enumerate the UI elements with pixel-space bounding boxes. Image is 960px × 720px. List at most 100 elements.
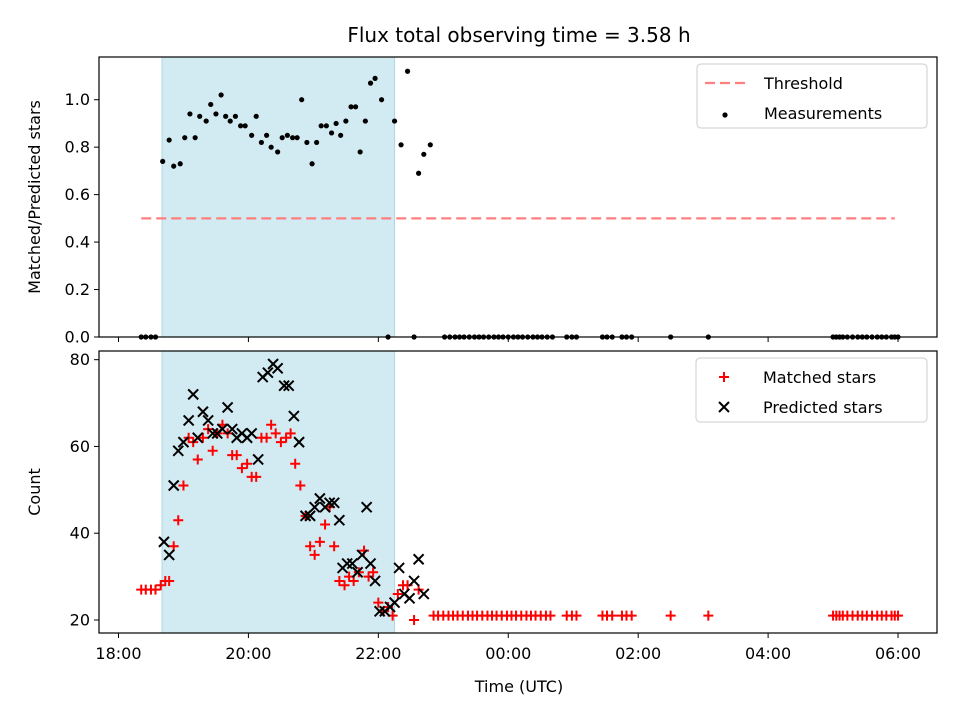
observing-window: [161, 350, 396, 634]
x-tick-label: 18:00: [95, 644, 141, 663]
legend-label: Matched stars: [763, 368, 876, 387]
measurement-point: [328, 130, 335, 136]
measurement-point: [323, 123, 329, 129]
matched-star-point: [155, 580, 166, 591]
matched-star-point: [261, 432, 272, 443]
predicted-star-point: [271, 362, 284, 375]
measurement-point: [268, 144, 274, 150]
matched-star-point: [275, 437, 286, 448]
legend-matched-swatch: [719, 372, 729, 382]
measurement-point: [171, 163, 177, 169]
measurement-point: [160, 158, 166, 165]
measurement-point: [279, 135, 285, 141]
predicted-star-point: [177, 436, 190, 448]
predicted-star-point: [293, 436, 305, 448]
predicted-star-point: [252, 453, 264, 466]
predicted-star-point: [333, 514, 346, 526]
measurement-point: [197, 113, 203, 119]
predicted-star-point: [373, 605, 386, 618]
panels-layer: 0.0 0.2 0.4 0.6 0.8 1.0 Matched/Predicted star…: [25, 56, 938, 663]
predicted-star-point: [245, 427, 258, 440]
matched-star-point: [150, 584, 161, 595]
measurement-point: [362, 118, 368, 124]
y-axis-label: Matched/Predicted stars: [25, 100, 44, 294]
predicted-star-point: [226, 423, 238, 435]
predicted-star-point: [197, 406, 209, 418]
x-tick-label: 20:00: [225, 644, 271, 663]
legend-box: [695, 357, 928, 423]
predicted-star-point: [341, 557, 353, 570]
predicted-star-point: [299, 510, 312, 522]
measurement-point: [367, 80, 374, 86]
measurement-point: [299, 97, 305, 103]
y-tick-label: 20: [70, 610, 90, 629]
matched-star-point: [295, 480, 306, 491]
y-axis-label: Count: [25, 468, 44, 516]
matched-star-point: [348, 575, 359, 586]
predicted-star-point: [172, 445, 184, 457]
measurement-point: [182, 135, 188, 141]
x-tick-label: 04:00: [745, 644, 791, 663]
matched-star-point: [545, 610, 556, 621]
matched-star-point: [281, 432, 292, 443]
predicted-star-point: [187, 388, 199, 401]
predicted-star-point: [158, 536, 170, 548]
predicted-star-point: [356, 549, 368, 561]
y-tick-label: 0.0: [65, 328, 90, 347]
x-axis-label: Time (UTC): [474, 677, 563, 696]
matched-star-point: [164, 575, 175, 586]
predicted-star-point: [408, 575, 420, 587]
matched-star-point: [236, 463, 247, 474]
series-matched-stars: [136, 419, 904, 625]
matched-star-point: [607, 610, 618, 621]
matched-star-point: [242, 458, 253, 469]
y-tick-label: 1.0: [65, 90, 90, 109]
measurement-point: [343, 118, 349, 124]
matched-star-point: [368, 567, 379, 578]
series-predicted-stars: [158, 358, 430, 618]
predicted-star-point: [393, 562, 405, 574]
measurement-point: [314, 139, 320, 146]
measurement-point: [253, 113, 259, 119]
panel-1: 0.0 0.2 0.4 0.6 0.8 1.0 Matched/Predicted star…: [25, 56, 938, 347]
matched-star-point: [893, 610, 904, 621]
predicted-star-point: [221, 401, 234, 414]
matched-star-point: [305, 541, 316, 552]
measurement-point: [427, 142, 433, 148]
y-tick-label: 60: [70, 437, 90, 456]
predicted-star-point: [328, 497, 340, 509]
y-tick-label: 80: [70, 350, 90, 369]
matched-star-point: [392, 588, 403, 599]
y-tick-label: 40: [70, 524, 90, 543]
chart-title: Flux total observing time = 3.58 h: [347, 23, 690, 47]
predicted-star-point: [412, 553, 425, 565]
measurement-point: [289, 135, 296, 141]
predicted-star-point: [304, 510, 316, 522]
measurement-point: [208, 101, 214, 108]
x-tick-label: 00:00: [485, 644, 531, 663]
predicted-star-point: [288, 410, 300, 422]
predicted-star-point: [282, 380, 295, 392]
matched-star-point: [571, 610, 582, 621]
measurement-point: [372, 75, 378, 81]
measurement-point: [203, 118, 209, 124]
predicted-star-point: [167, 479, 180, 492]
matched-star-point: [373, 597, 384, 608]
measurement-point: [218, 92, 224, 98]
measurement-point: [177, 161, 183, 167]
predicted-star-point: [216, 423, 229, 435]
predicted-star-point: [308, 501, 321, 513]
matched-star-point: [290, 458, 301, 469]
legend-label: Measurements: [764, 104, 882, 123]
legend-measurements-swatch: [722, 112, 728, 118]
matched-star-point: [266, 419, 277, 430]
predicted-star-point: [418, 588, 430, 600]
matched-star-point: [197, 432, 208, 443]
legend-predicted-swatch: [718, 401, 730, 413]
predicted-star-point: [360, 501, 373, 513]
matched-star-point: [251, 471, 262, 482]
predicted-star-point: [388, 596, 401, 609]
measurement-point: [227, 118, 233, 124]
